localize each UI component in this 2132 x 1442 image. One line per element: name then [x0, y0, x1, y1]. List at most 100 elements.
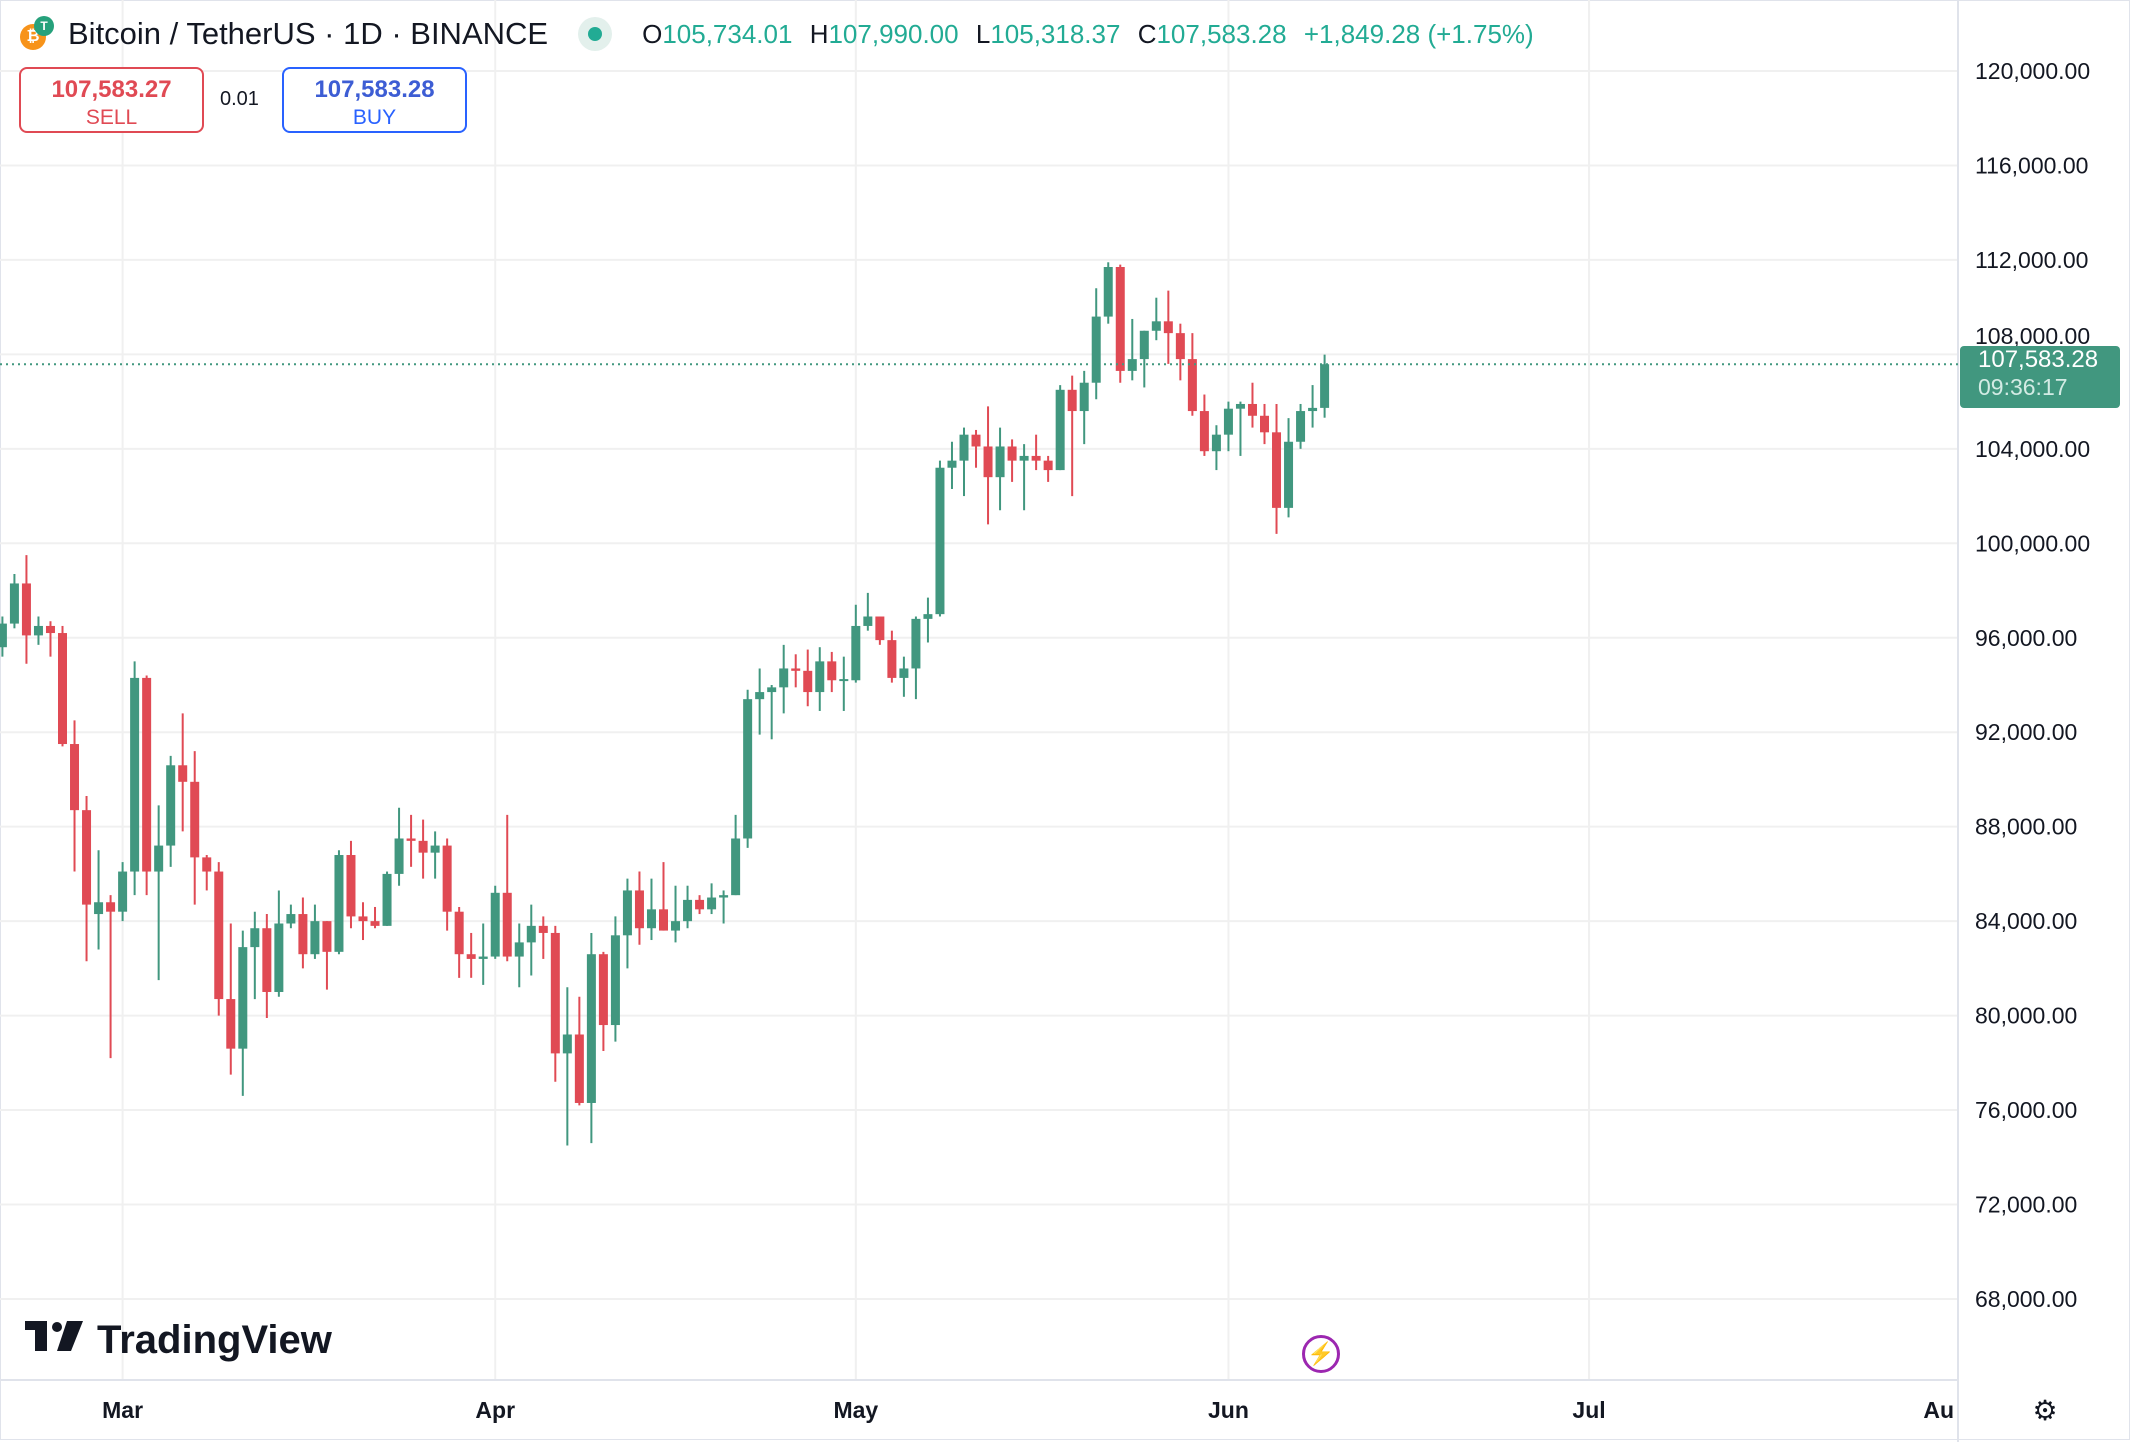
candle-body — [947, 460, 957, 468]
candle-body — [791, 668, 801, 671]
candle — [286, 904, 296, 929]
candle-body — [454, 911, 464, 955]
candle-body — [526, 925, 536, 943]
candle — [1151, 297, 1161, 341]
candle — [803, 649, 813, 707]
candle — [250, 911, 260, 1000]
candle-body — [382, 873, 392, 926]
candle — [574, 996, 584, 1106]
candle — [418, 819, 428, 879]
candle — [707, 883, 717, 915]
candle-body — [995, 446, 1005, 478]
candle — [33, 616, 43, 645]
candle-body — [502, 892, 512, 957]
sell-button[interactable]: 107,583.27 SELL — [19, 67, 204, 133]
candle-body — [574, 1034, 584, 1103]
candle-body — [298, 914, 308, 955]
candle-body — [1067, 389, 1077, 412]
candle-body — [1223, 408, 1233, 435]
candle-body — [466, 954, 476, 959]
candle-body — [911, 618, 921, 669]
candle-body — [767, 687, 777, 693]
y-tick-label: 76,000.00 — [1975, 1097, 2077, 1123]
candle — [1308, 385, 1318, 428]
symbol-title[interactable]: Bitcoin / TetherUS · 1D · BINANCE — [68, 16, 549, 51]
candle — [1139, 330, 1149, 388]
candle — [370, 906, 380, 929]
x-tick-label: Au — [1923, 1397, 1954, 1423]
candle-body — [226, 999, 236, 1049]
candle — [322, 921, 332, 990]
lightning-icon[interactable]: ⚡ — [1302, 1335, 1340, 1373]
candle-body — [130, 677, 140, 872]
candle — [779, 644, 789, 714]
candle-body — [70, 744, 80, 811]
tradingview-mark-icon — [25, 1318, 85, 1363]
candle-body — [1055, 389, 1065, 471]
candle — [1272, 403, 1282, 534]
candle-body — [190, 781, 200, 858]
candle-body — [803, 670, 813, 693]
candle — [1067, 375, 1077, 497]
candle — [959, 427, 969, 497]
candle — [478, 923, 488, 985]
candle — [610, 916, 620, 1042]
candle — [863, 592, 873, 631]
candle — [202, 855, 212, 891]
candle — [731, 814, 741, 896]
candle — [1043, 455, 1053, 482]
y-tick-label: 68,000.00 — [1975, 1286, 2077, 1312]
close-value: 107,583.28 — [1156, 18, 1287, 49]
candle-body — [731, 838, 741, 896]
market-open-status-icon[interactable] — [578, 17, 613, 51]
candle — [0, 616, 7, 657]
candle-body — [839, 679, 849, 682]
candle-body — [1103, 267, 1113, 317]
bitcoin-tether-icon: ₿ T — [20, 14, 60, 54]
buy-button[interactable]: 107,583.28 BUY — [282, 67, 467, 133]
sell-label: SELL — [85, 106, 138, 129]
y-tick-label: 92,000.00 — [1975, 719, 2077, 745]
candle — [1079, 370, 1089, 445]
y-tick-label: 72,000.00 — [1975, 1192, 2077, 1218]
candle-body — [45, 625, 55, 634]
candle-body — [1260, 415, 1269, 433]
candle — [514, 923, 524, 988]
candle-body — [646, 909, 656, 929]
candle-body — [1284, 441, 1294, 508]
candle-body — [490, 892, 500, 957]
candle — [1187, 333, 1197, 416]
bar-countdown: 09:36:17 — [1978, 374, 2068, 400]
candle-body — [851, 625, 861, 681]
candle-body — [959, 434, 969, 461]
candle-body — [671, 921, 681, 931]
candle — [586, 932, 596, 1144]
settings-icon[interactable]: ⚙ — [2032, 1395, 2058, 1426]
candle — [598, 951, 608, 1052]
candle — [935, 460, 945, 617]
candle — [502, 814, 512, 962]
candle — [70, 720, 80, 872]
candle — [466, 932, 476, 978]
candle-body — [250, 928, 260, 948]
candle — [683, 885, 693, 929]
y-tick-label: 96,000.00 — [1975, 625, 2077, 651]
candle — [382, 871, 392, 926]
candle-body — [719, 895, 729, 898]
candle — [1320, 354, 1330, 418]
tradingview-wordmark: TradingView — [97, 1318, 332, 1362]
candle-body — [1019, 455, 1029, 461]
candle-body — [1151, 321, 1161, 331]
candle-body — [154, 845, 164, 872]
ohlc-values: O105,734.01 H107,990.00 L105,318.37 C107… — [642, 19, 1534, 50]
candle — [154, 805, 164, 981]
candle-body — [202, 857, 212, 872]
candle-body — [971, 434, 981, 447]
tradingview-logo[interactable]: TradingView — [25, 1318, 332, 1363]
buy-label: BUY — [352, 106, 397, 129]
y-tick-label: 88,000.00 — [1975, 814, 2077, 840]
candle-body — [755, 692, 765, 700]
candle — [166, 755, 176, 867]
